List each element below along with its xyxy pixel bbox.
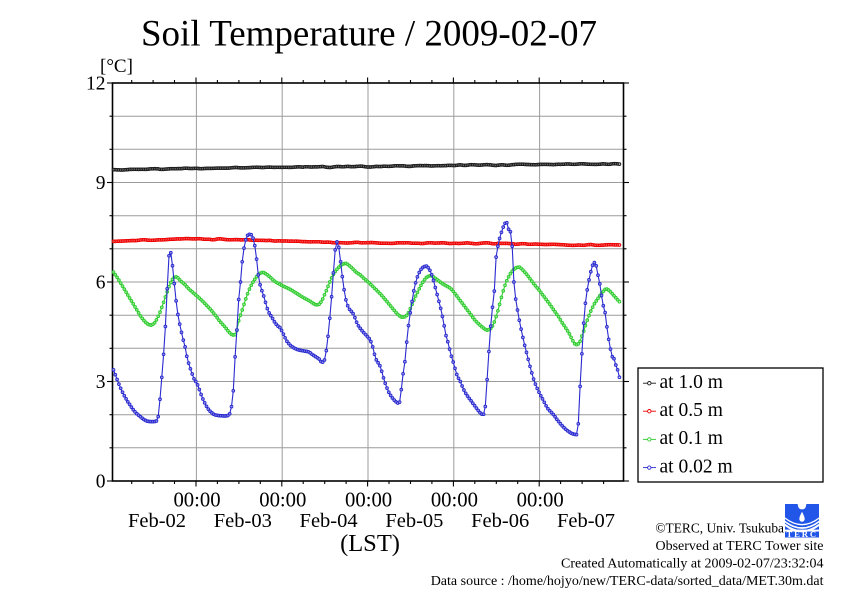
svg-text:(LST): (LST) xyxy=(340,530,400,557)
svg-text:0: 0 xyxy=(96,472,106,493)
svg-text:Observed at TERC Tower site: Observed at TERC Tower site xyxy=(655,539,823,554)
svg-text:Feb-02: Feb-02 xyxy=(128,510,186,532)
svg-text:00:00: 00:00 xyxy=(173,489,220,511)
svg-text:[°C]: [°C] xyxy=(100,56,133,77)
svg-text:Feb-07: Feb-07 xyxy=(557,510,615,532)
svg-text:Feb-06: Feb-06 xyxy=(471,510,529,532)
svg-text:Feb-05: Feb-05 xyxy=(385,510,443,532)
svg-text:Feb-03: Feb-03 xyxy=(214,510,272,532)
svg-text:Soil Temperature / 2009-02-07: Soil Temperature / 2009-02-07 xyxy=(141,14,597,55)
svg-text:6: 6 xyxy=(96,273,106,294)
svg-text:at 1.0 m: at 1.0 m xyxy=(660,372,723,393)
svg-text:00:00: 00:00 xyxy=(431,489,478,511)
svg-text:TERC: TERC xyxy=(786,529,817,539)
svg-text:12: 12 xyxy=(86,74,106,95)
svg-text:Data source : /home/hojyo/new/: Data source : /home/hojyo/new/TERC-data/… xyxy=(431,574,824,589)
svg-text:00:00: 00:00 xyxy=(517,489,564,511)
svg-text:at 0.02 m: at 0.02 m xyxy=(660,456,733,477)
svg-text:at 0.1 m: at 0.1 m xyxy=(660,428,723,449)
svg-text:©TERC, Univ. Tsukuba: ©TERC, Univ. Tsukuba xyxy=(655,521,784,536)
svg-text:3: 3 xyxy=(96,372,106,393)
svg-text:at 0.5 m: at 0.5 m xyxy=(660,400,723,421)
svg-text:Created Automatically at 2009-: Created Automatically at 2009-02-07/23:3… xyxy=(561,557,823,572)
svg-text:00:00: 00:00 xyxy=(259,489,306,511)
svg-text:00:00: 00:00 xyxy=(345,489,392,511)
svg-text:Feb-04: Feb-04 xyxy=(300,510,358,532)
svg-text:9: 9 xyxy=(96,173,106,194)
